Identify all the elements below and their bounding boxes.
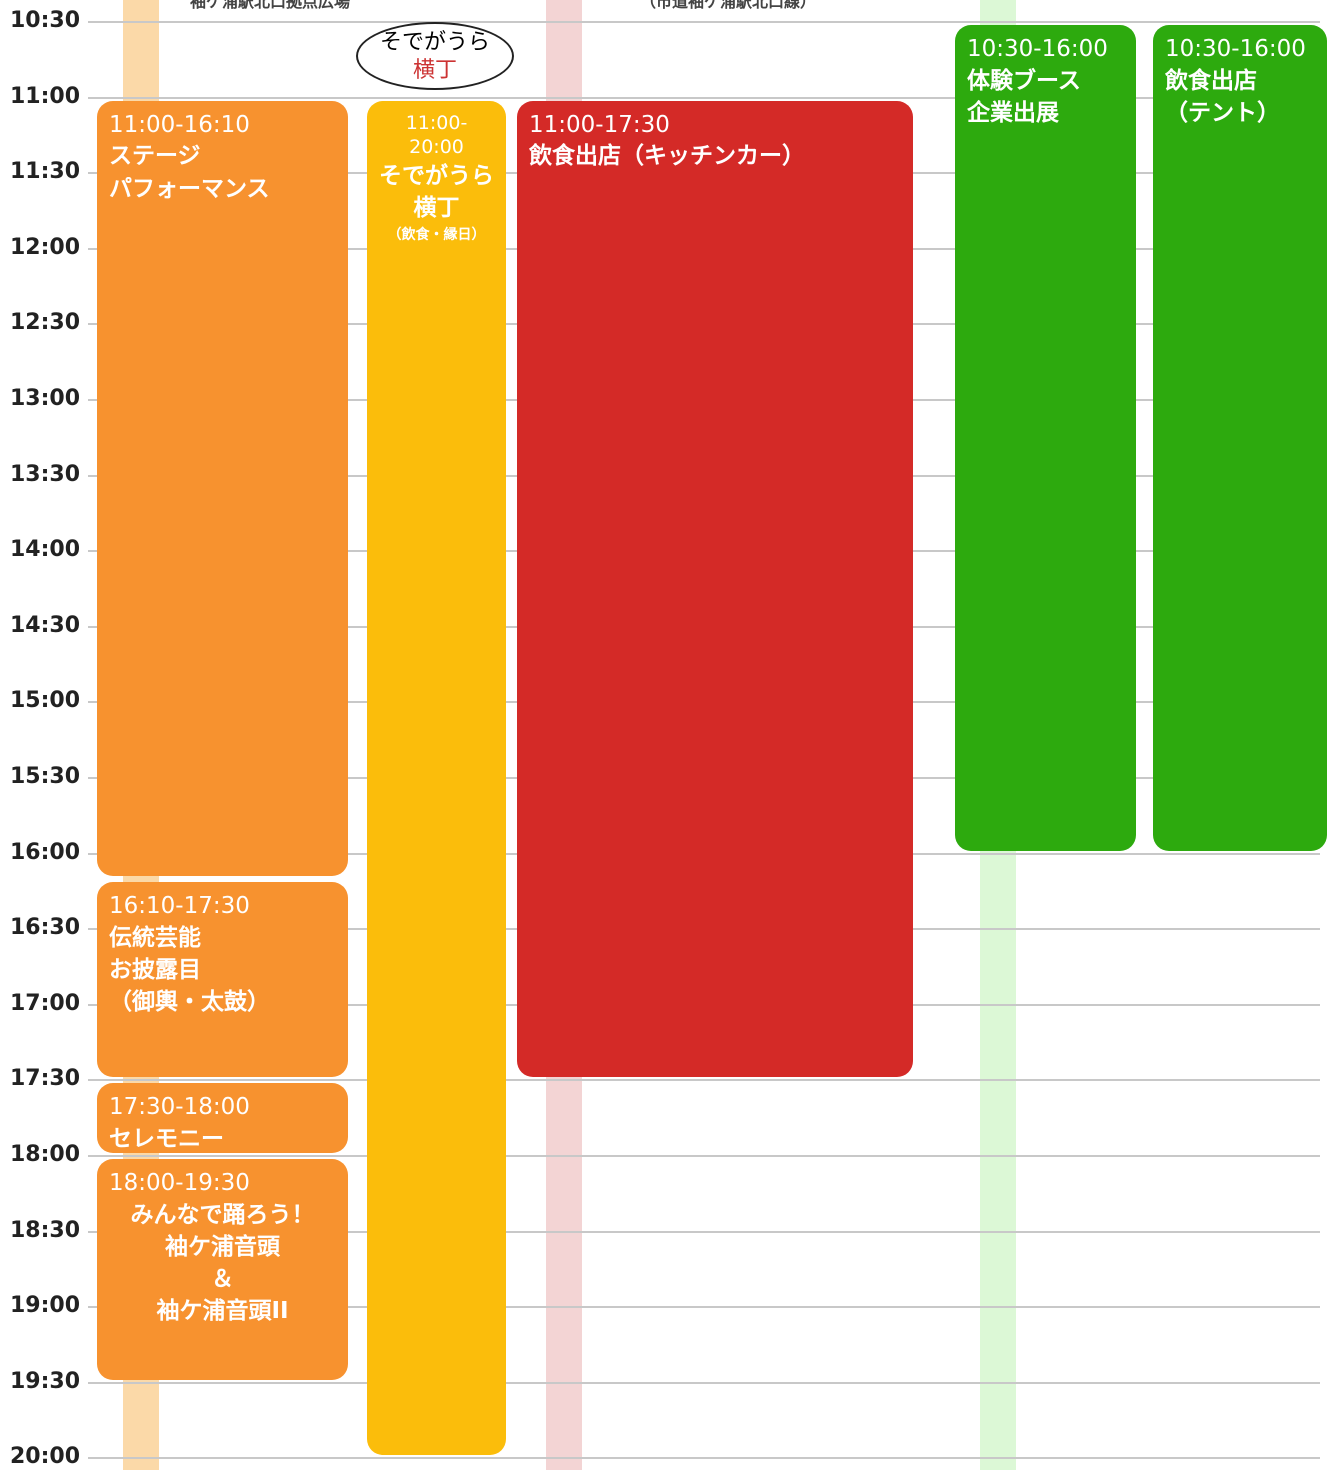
time-label: 10:30 xyxy=(10,8,81,33)
event-label: 袖ケ浦音頭II xyxy=(156,1298,289,1325)
event-label: お披露目 xyxy=(109,956,201,983)
event-block: 10:30-16:00 飲食出店 （テント） xyxy=(1153,25,1327,851)
event-time: 11:00-20:00 xyxy=(405,111,468,159)
time-label: 16:30 xyxy=(10,915,81,941)
grid-line xyxy=(88,1079,1320,1082)
time-label: 20:00 xyxy=(10,1444,81,1470)
event-block: 18:00-19:30 みんなで踊ろう！ 袖ケ浦音頭 ＆ 袖ケ浦音頭II xyxy=(97,1159,348,1380)
event-note: （飲食・縁日） xyxy=(387,227,486,244)
event-label: （テント） xyxy=(1165,100,1280,127)
time-label: 15:00 xyxy=(10,688,81,714)
event-block: 17:30-18:00 セレモニー xyxy=(97,1083,348,1153)
event-label: 飲食出店 xyxy=(1165,67,1257,94)
event-block: 16:10-17:30 伝統芸能お披露目 （御輿・太鼓） xyxy=(97,881,348,1078)
event-time: 16:10-17:30 xyxy=(109,892,250,919)
grid-line xyxy=(88,21,1320,23)
time-label: 14:30 xyxy=(10,612,81,638)
event-block: 11:00-20:00 そでがうら横丁 （飲食・縁日） xyxy=(367,100,506,1456)
event-label: みんなで踊ろう！ xyxy=(130,1201,315,1228)
event-label: そでがうら xyxy=(379,162,494,189)
event-label: パフォーマンス xyxy=(109,175,270,202)
time-label: 11:30 xyxy=(10,159,81,185)
time-label: 12:00 xyxy=(10,234,81,260)
time-label: 15:30 xyxy=(10,764,81,789)
time-label: 19:30 xyxy=(10,1368,81,1394)
logo-text: そでがうら xyxy=(379,30,490,55)
event-time: 17:30-18:00 xyxy=(109,1094,250,1121)
time-label: 17:30 xyxy=(10,1066,81,1092)
event-label: 袖ケ浦音頭 xyxy=(165,1234,280,1261)
event-label: 企業出展 xyxy=(967,100,1059,127)
time-label: 16:00 xyxy=(10,839,81,865)
time-label: 17:00 xyxy=(10,990,81,1016)
logo-text: 横丁 xyxy=(412,57,457,83)
grid-line xyxy=(88,1457,1320,1460)
event-time: 10:30-16:00 xyxy=(967,36,1108,62)
time-label: 13:00 xyxy=(10,386,81,411)
event-block: 11:00-16:10 ステージパフォーマンス xyxy=(97,100,348,876)
event-label: 伝統芸能 xyxy=(109,924,201,951)
event-label: （御輿・太鼓） xyxy=(109,989,270,1016)
event-label: 体験ブース xyxy=(967,67,1081,94)
event-label: 飲食出店（キッチンカー） xyxy=(529,143,805,170)
grid-line xyxy=(88,1306,1320,1309)
event-block: 10:30-16:00 体験ブース企業出展 xyxy=(955,25,1136,851)
time-label: 19:00 xyxy=(10,1293,81,1319)
time-label: 18:00 xyxy=(10,1142,81,1167)
venue-label: （市道袖ケ浦駅北口線） xyxy=(640,0,817,11)
grid-line xyxy=(88,96,1320,99)
event-time: 11:00-17:30 xyxy=(529,111,670,138)
event-label: ＆ xyxy=(211,1266,234,1293)
grid-line xyxy=(88,1230,1320,1233)
event-label: ステージ xyxy=(109,143,201,170)
event-time: 11:00-16:10 xyxy=(109,111,250,138)
time-label: 11:00 xyxy=(10,83,81,109)
grid-line xyxy=(88,1381,1320,1384)
event-time: 10:30-16:00 xyxy=(1165,36,1306,62)
event-block: 11:00-17:30 飲食出店（キッチンカー） xyxy=(517,100,913,1078)
event-label: セレモニー xyxy=(109,1126,224,1153)
time-label: 13:30 xyxy=(10,461,81,487)
venue-label: 袖ケ浦駅北口拠点広場 xyxy=(190,0,351,11)
time-label: 14:00 xyxy=(10,537,81,563)
grid-line xyxy=(88,1155,1320,1157)
time-label: 12:30 xyxy=(10,310,81,336)
time-label: 18:30 xyxy=(10,1217,81,1243)
logo: そでがうら 横丁 xyxy=(356,22,514,90)
event-label: 横丁 xyxy=(413,195,460,222)
event-time: 18:00-19:30 xyxy=(109,1170,250,1196)
